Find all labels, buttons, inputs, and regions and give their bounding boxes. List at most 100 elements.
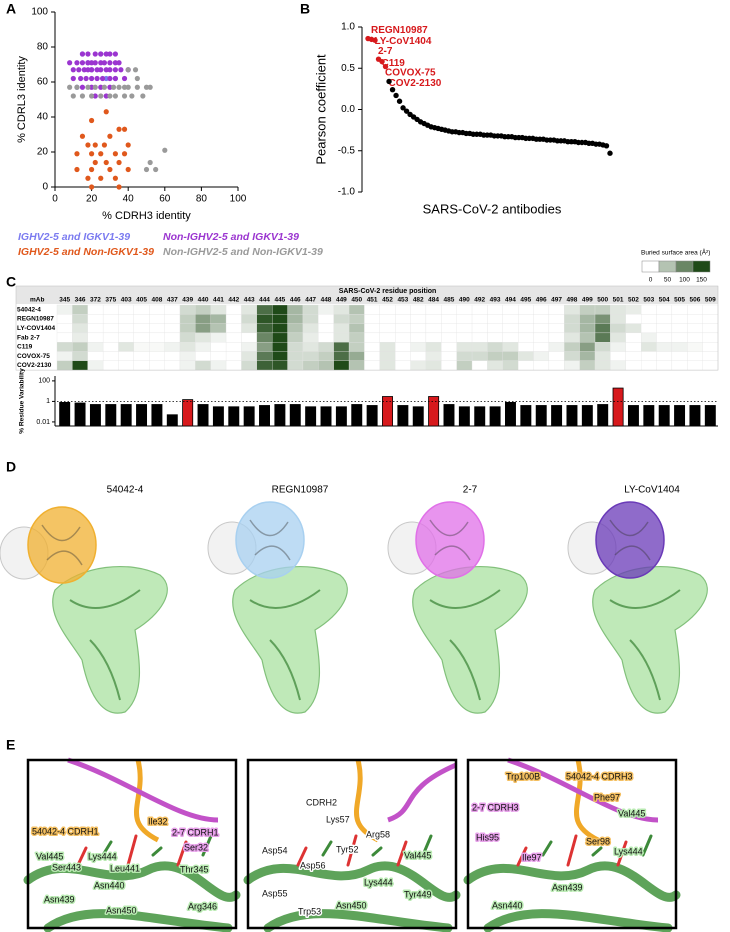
heat-cell bbox=[487, 360, 503, 371]
heat-cell bbox=[256, 342, 273, 352]
point bbox=[107, 84, 113, 90]
rbd-ribbon bbox=[69, 589, 141, 701]
residue-label: Arg58 bbox=[366, 829, 390, 839]
heat-cell bbox=[118, 332, 135, 343]
heat-cell bbox=[272, 323, 288, 334]
row-label: COVOX-75 bbox=[17, 353, 50, 360]
point bbox=[121, 151, 128, 157]
residue-label: Asn440 bbox=[492, 900, 523, 910]
heat-cell bbox=[379, 332, 396, 343]
residue-label: 54042-4 CDRH1 bbox=[32, 826, 99, 836]
residue-label: Ser32 bbox=[184, 842, 208, 852]
heat-cell bbox=[625, 314, 642, 324]
heat-cell bbox=[87, 342, 104, 352]
closeup-frame bbox=[26, 758, 238, 930]
point bbox=[70, 67, 76, 73]
point bbox=[89, 166, 95, 173]
y-tick-label: 100 bbox=[38, 378, 50, 385]
bar bbox=[151, 404, 163, 427]
heat-cell bbox=[179, 314, 196, 324]
column-label: 502 bbox=[628, 297, 639, 304]
point bbox=[89, 117, 95, 124]
y-axis-title: Pearson coefficient bbox=[313, 54, 328, 165]
heat-cell bbox=[133, 332, 150, 343]
point bbox=[70, 93, 76, 99]
heat-cell bbox=[318, 304, 334, 315]
point-label: 2-7 bbox=[378, 46, 393, 57]
heat-cell bbox=[533, 351, 550, 361]
heat-cell bbox=[671, 323, 688, 334]
bar bbox=[89, 404, 101, 427]
column-label: 452 bbox=[382, 297, 393, 304]
bar bbox=[674, 405, 686, 427]
heat-cell bbox=[594, 360, 611, 371]
heat-cell bbox=[625, 360, 642, 371]
point-label: C119 bbox=[382, 58, 406, 69]
heat-cell bbox=[195, 323, 211, 334]
y-tick-label: 0.01 bbox=[36, 419, 50, 426]
heat-cell bbox=[441, 351, 457, 361]
point bbox=[134, 84, 140, 90]
point bbox=[67, 60, 73, 66]
point bbox=[94, 67, 100, 73]
heat-cell bbox=[579, 332, 596, 343]
heat-cell bbox=[210, 342, 227, 352]
point bbox=[116, 126, 122, 132]
point bbox=[74, 60, 80, 66]
point bbox=[121, 75, 128, 82]
heat-cell bbox=[149, 314, 165, 324]
heat-cell bbox=[656, 314, 673, 324]
column-label: 496 bbox=[536, 297, 547, 304]
residue-label: Val445 bbox=[618, 808, 645, 818]
heat-cell bbox=[548, 304, 565, 315]
y-tick-label: 0.0 bbox=[341, 104, 355, 115]
point bbox=[89, 75, 95, 82]
heat-cell bbox=[502, 351, 519, 361]
heat-cell bbox=[333, 360, 350, 371]
point bbox=[112, 151, 118, 157]
column-label: 492 bbox=[474, 297, 485, 304]
bar bbox=[289, 404, 301, 427]
y-tick-label: 1 bbox=[46, 398, 50, 405]
heat-cell bbox=[548, 323, 565, 334]
y-tick-label: 20 bbox=[37, 147, 49, 158]
heat-cell bbox=[164, 342, 181, 352]
heat-cell bbox=[687, 332, 703, 343]
bar bbox=[551, 405, 563, 427]
column-label: 443 bbox=[244, 297, 255, 304]
point bbox=[98, 84, 104, 90]
residue-label: Asn450 bbox=[106, 905, 137, 915]
column-label: 346 bbox=[75, 297, 86, 304]
heat-cell bbox=[487, 323, 503, 334]
bar bbox=[182, 399, 194, 427]
heat-cell bbox=[225, 314, 242, 324]
heat-cell bbox=[364, 360, 380, 371]
heat-cell bbox=[487, 342, 503, 352]
point bbox=[107, 133, 113, 139]
point bbox=[92, 142, 98, 148]
heat-cell bbox=[364, 351, 380, 361]
heat-cell bbox=[333, 323, 350, 334]
column-label: 485 bbox=[444, 297, 455, 304]
heat-cell bbox=[302, 332, 319, 343]
point bbox=[107, 93, 113, 99]
point bbox=[162, 147, 168, 153]
bar bbox=[397, 405, 409, 427]
heat-cell bbox=[487, 332, 503, 343]
residue-label: Ser443 bbox=[52, 862, 81, 872]
point bbox=[116, 159, 122, 166]
heat-cell bbox=[379, 342, 396, 352]
side-chain bbox=[371, 846, 383, 857]
heat-cell bbox=[640, 332, 657, 343]
structure-label: 2-7 bbox=[463, 485, 478, 496]
bar bbox=[259, 405, 270, 427]
heat-cell bbox=[656, 360, 673, 371]
header-band bbox=[16, 286, 718, 304]
heat-cell bbox=[456, 314, 473, 324]
heat-cell bbox=[518, 314, 534, 324]
heat-cell bbox=[702, 314, 719, 324]
residue-label: Tyr449 bbox=[404, 889, 432, 899]
heat-cell bbox=[56, 351, 73, 361]
column-label: 442 bbox=[228, 297, 239, 304]
heat-cell bbox=[195, 351, 211, 361]
